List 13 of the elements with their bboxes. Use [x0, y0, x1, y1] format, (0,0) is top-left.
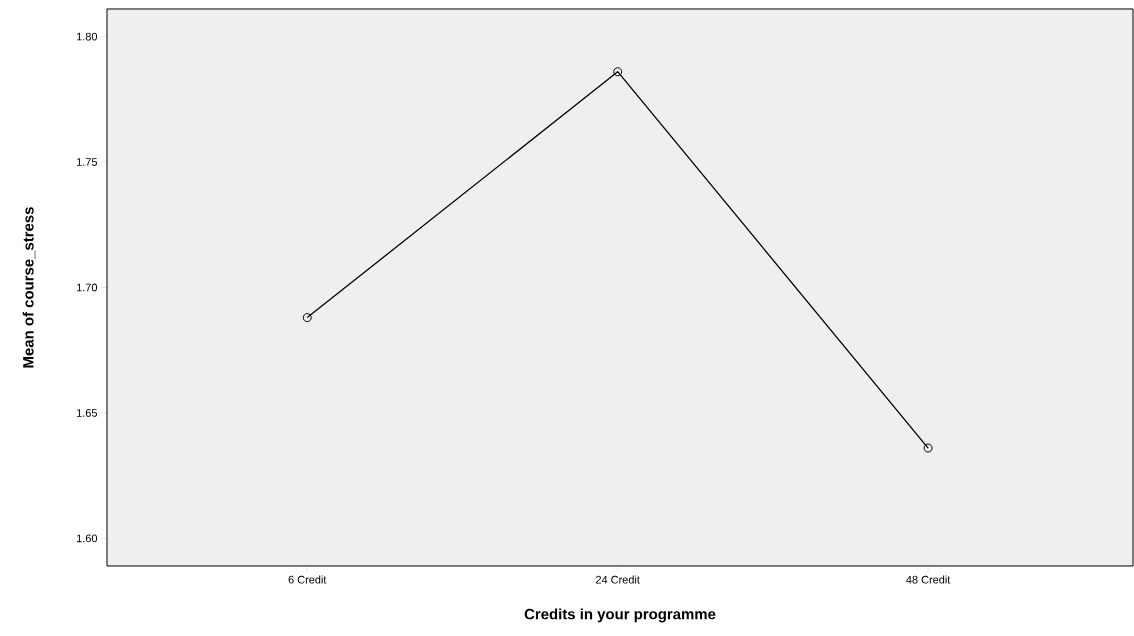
- y-tick-label: 1.60: [76, 534, 98, 543]
- y-tick-label: 1.70: [76, 283, 98, 292]
- y-axis-title: Mean of course_stress: [22, 207, 36, 368]
- x-tick-label: 6 Credit: [288, 575, 327, 584]
- y-tick-label: 1.75: [76, 158, 98, 166]
- x-axis-title: Credits in your programme: [524, 608, 716, 623]
- x-tick-label: 24 Credit: [595, 575, 640, 584]
- point: [613, 67, 623, 77]
- x-tick-label: 48 Credit: [906, 575, 951, 584]
- point: [302, 313, 312, 323]
- y-tick-label: 1.65: [76, 409, 98, 417]
- point: [923, 443, 933, 453]
- y-tick-label: 1.80: [76, 32, 98, 41]
